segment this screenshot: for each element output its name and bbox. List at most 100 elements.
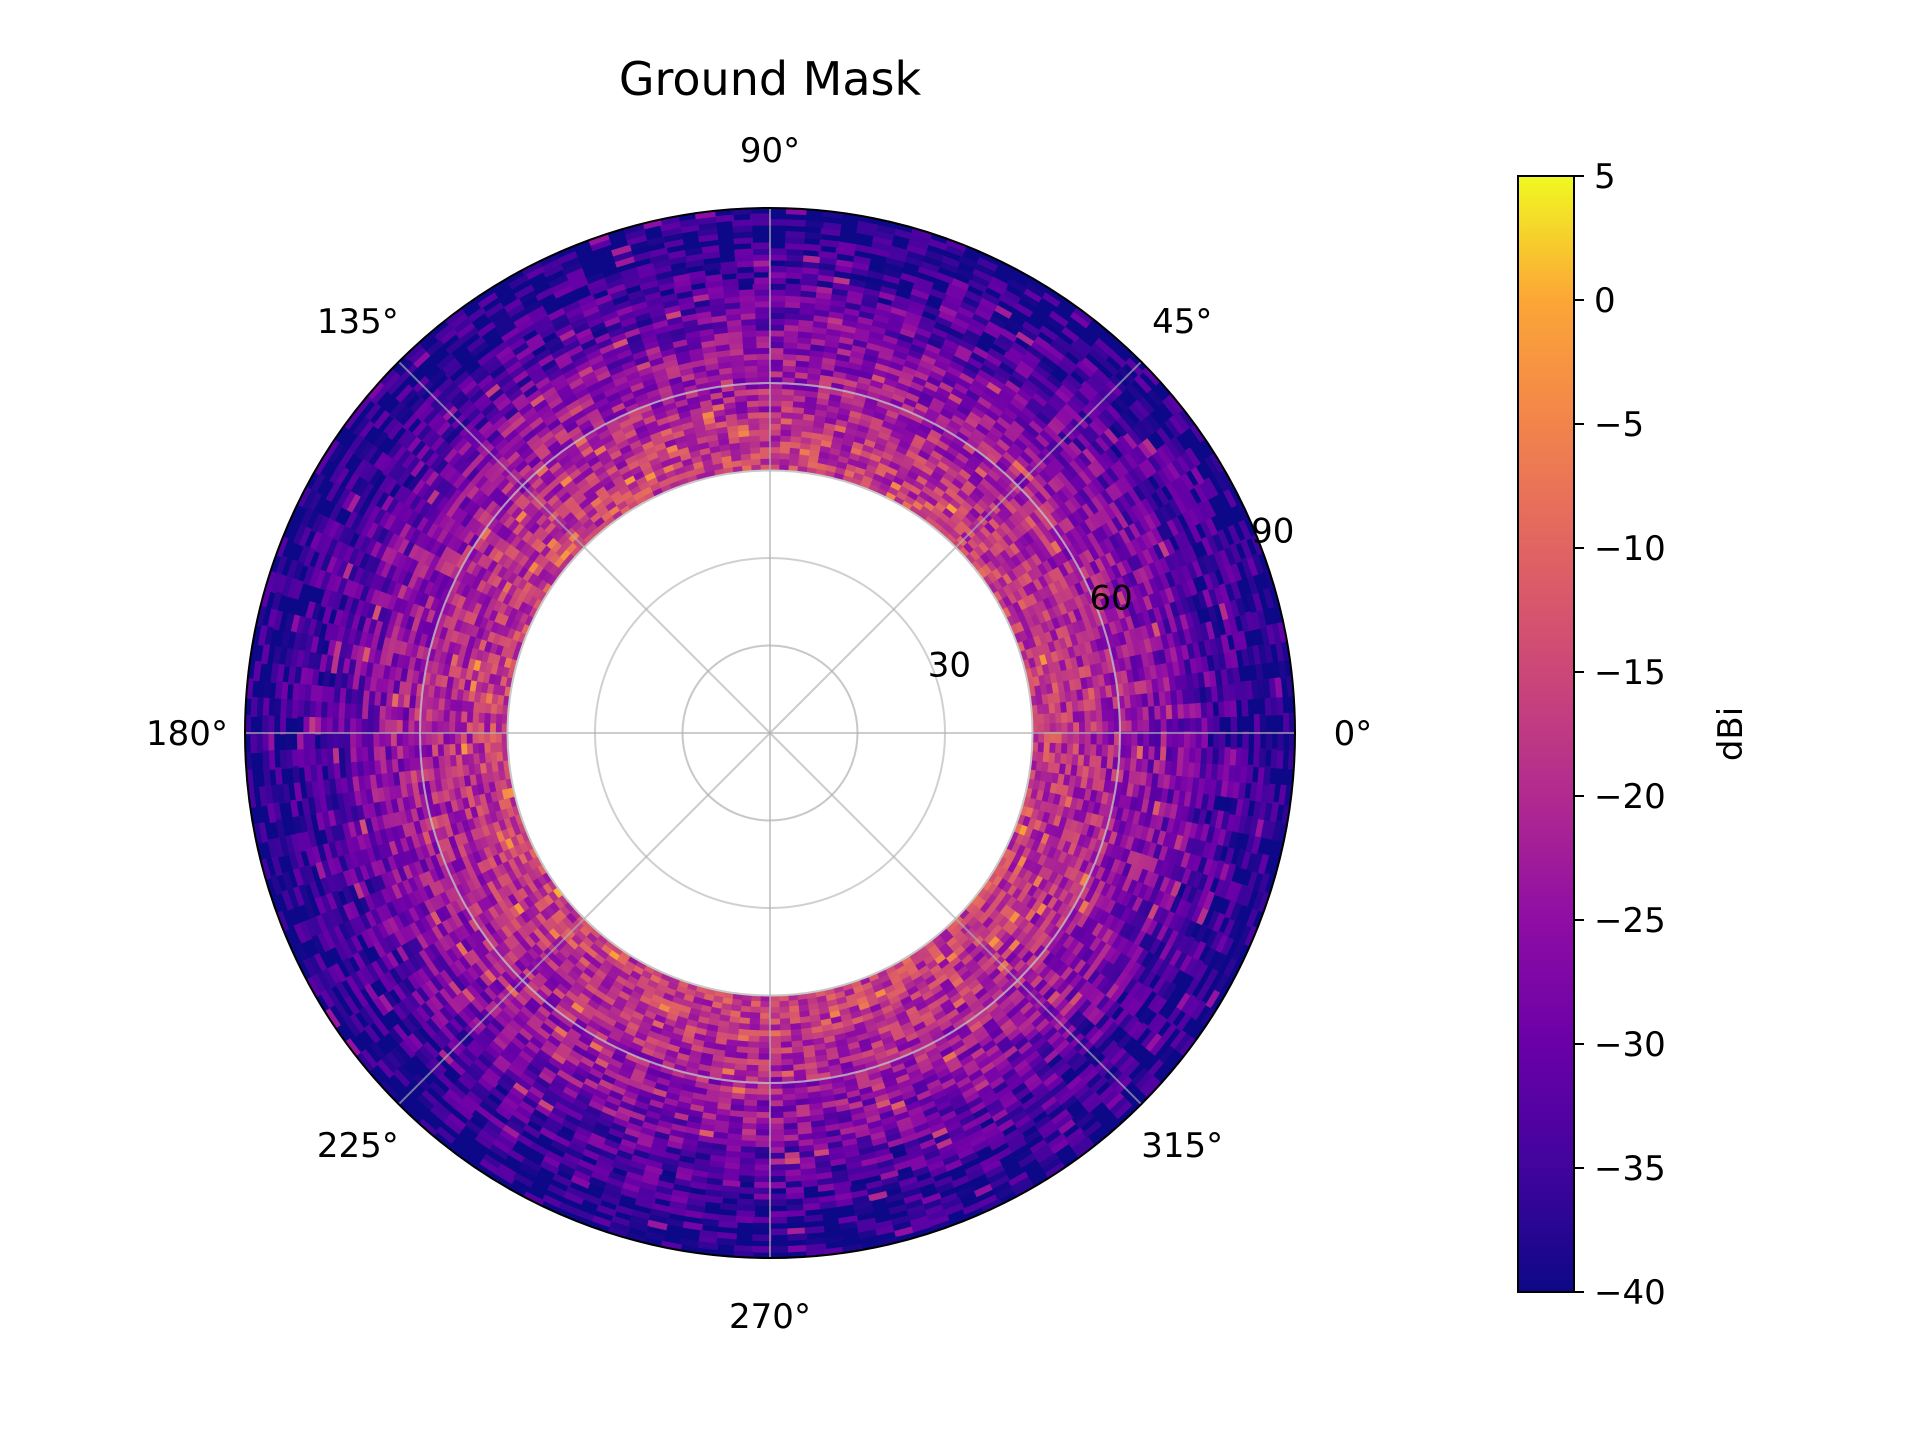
heatmap-cell: [518, 612, 529, 625]
heatmap-cell: [1022, 868, 1034, 883]
heatmap-cell: [768, 429, 781, 436]
heatmap-cell: [811, 420, 825, 429]
heatmap-cell: [601, 959, 615, 972]
heatmap-cell: [527, 881, 539, 895]
heatmap-cell: [768, 458, 780, 465]
heatmap-cell: [558, 962, 573, 976]
heatmap-cell: [915, 509, 929, 521]
heatmap-cell: [495, 623, 505, 637]
heatmap-cell: [737, 1040, 750, 1048]
heatmap-cell: [630, 444, 645, 456]
heatmap-cell: [770, 1100, 785, 1107]
heatmap-cell: [673, 466, 686, 476]
heatmap-cell: [1012, 852, 1023, 865]
heatmap-cell: [1031, 713, 1039, 724]
heatmap-cell: [516, 632, 527, 645]
heatmap-cell: [992, 939, 1006, 953]
heatmap-cell: [850, 440, 864, 451]
heatmap-cell: [770, 1001, 781, 1008]
heatmap-cell: [497, 685, 506, 697]
heatmap-cell: [485, 584, 497, 599]
heatmap-cell: [526, 584, 538, 597]
heatmap-cell: [1017, 534, 1030, 548]
heatmap-cell: [497, 770, 506, 782]
heatmap-cell: [641, 1015, 656, 1027]
heatmap-cell: [516, 589, 528, 603]
heatmap-cell: [506, 559, 519, 574]
heatmap-cell: [590, 481, 604, 493]
heatmap-cell: [885, 465, 899, 477]
heatmap-cell: [536, 529, 549, 543]
heatmap-cell: [569, 488, 584, 502]
heatmap-cell: [994, 524, 1008, 538]
heatmap-cell: [472, 743, 480, 755]
heatmap-cell: [956, 964, 971, 978]
heatmap-cell: [770, 1123, 786, 1131]
heatmap-cell: [874, 988, 888, 999]
heatmap-cell: [460, 700, 469, 714]
heatmap-cell: [1031, 564, 1044, 579]
heatmap-cell: [546, 574, 558, 588]
heatmap-cell: [941, 962, 955, 975]
heatmap-cell: [726, 1033, 740, 1042]
heatmap-cell: [490, 575, 503, 589]
heatmap-cell: [519, 911, 532, 925]
heatmap-cell: [905, 469, 920, 481]
heatmap-cell: [749, 452, 761, 460]
heatmap-cell: [555, 909, 567, 922]
heatmap-cell: [517, 864, 529, 878]
heatmap-cell: [1055, 711, 1063, 723]
heatmap-cell: [676, 1015, 690, 1026]
heatmap-cell: [545, 537, 558, 551]
heatmap-cell: [660, 972, 673, 983]
heatmap-cell: [1043, 712, 1051, 724]
heatmap-cell: [674, 440, 688, 451]
heatmap-cell: [480, 772, 489, 785]
heatmap-cell: [501, 751, 509, 763]
heatmap-cell: [1021, 570, 1034, 585]
heatmap-cell: [757, 405, 770, 413]
heatmap-cell: [880, 450, 894, 462]
heatmap-cell: [905, 1005, 920, 1017]
heatmap-cell: [1073, 731, 1080, 744]
heatmap-cell: [618, 504, 631, 516]
heatmap-cell: [880, 476, 893, 487]
heatmap-cell: [531, 587, 543, 600]
heatmap-cell: [995, 508, 1009, 523]
heatmap-cell: [1048, 701, 1056, 714]
heatmap-cell: [985, 559, 997, 572]
heatmap-cell: [634, 1005, 648, 1017]
heatmap-cell: [531, 525, 545, 539]
heatmap-cell: [883, 984, 897, 995]
heatmap-cell: [982, 878, 994, 892]
heatmap-cell: [516, 566, 529, 580]
heatmap-cell: [759, 1024, 772, 1032]
heatmap-cell: [1066, 710, 1074, 723]
heatmap-cell: [1065, 700, 1074, 713]
heatmap-cell: [676, 446, 690, 456]
heatmap-cell: [938, 957, 951, 970]
heatmap-cell: [671, 460, 684, 471]
heatmap-cell: [536, 590, 548, 603]
heatmap-cell: [911, 499, 924, 511]
heatmap-cell: [522, 604, 534, 617]
heatmap-cell: [729, 453, 742, 462]
heatmap-cell: [1051, 603, 1063, 618]
heatmap-cell: [1057, 601, 1068, 615]
heatmap-cell: [995, 927, 1009, 941]
heatmap-cell: [668, 455, 682, 465]
heatmap-cell: [900, 995, 914, 1007]
heatmap-cell: [1060, 623, 1071, 638]
heatmap-cell: [487, 609, 499, 623]
heatmap-cell: [618, 990, 632, 1002]
heatmap-cell: [749, 458, 761, 466]
heatmap-cell: [1063, 634, 1074, 648]
heatmap-cell: [674, 990, 687, 1001]
heatmap-cell: [960, 499, 974, 512]
heatmap-cell: [512, 855, 524, 869]
heatmap-cell: [741, 994, 753, 1002]
heatmap-cell: [932, 464, 947, 477]
heatmap-cell: [1084, 709, 1092, 722]
heatmap-cell: [466, 711, 474, 724]
heatmap-cell: [1052, 637, 1063, 651]
